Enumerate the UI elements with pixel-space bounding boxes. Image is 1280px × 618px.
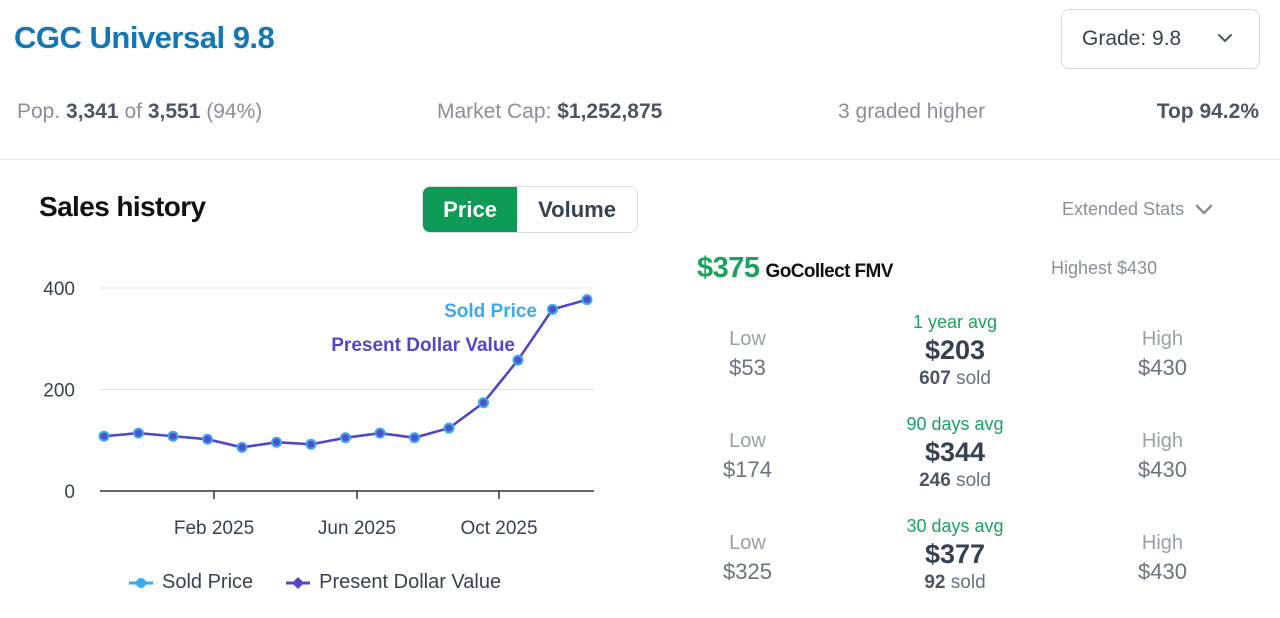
extended-stats-toggle[interactable]: Extended Stats xyxy=(1062,199,1214,220)
pop-count: 3,341 xyxy=(66,100,119,123)
data-point xyxy=(411,434,418,442)
market-cap-label: Market Cap: xyxy=(437,100,552,123)
data-point xyxy=(100,432,108,440)
divider xyxy=(0,159,1280,160)
high-stat: High $430 xyxy=(1105,532,1220,585)
annotation-present-dollar: Present Dollar Value xyxy=(331,335,515,356)
y-tick-label: 400 xyxy=(43,279,75,300)
avg-value: $203 xyxy=(924,335,986,365)
chevron-down-icon xyxy=(1195,204,1213,214)
pop-total: 3,551 xyxy=(147,100,201,123)
high-label: High xyxy=(1141,328,1184,350)
annotation-sold-price: Sold Price xyxy=(444,301,537,322)
graded-higher-stat: 3 graded higher xyxy=(838,100,986,123)
high-value: $430 xyxy=(1138,559,1187,584)
tab-volume[interactable]: Volume xyxy=(517,187,637,232)
pop-label: Pop. xyxy=(17,100,61,123)
high-label: High xyxy=(1141,532,1184,554)
data-point xyxy=(376,429,384,437)
sold-number: 607 xyxy=(919,368,951,389)
extended-stats-label: Extended Stats xyxy=(1062,199,1185,219)
x-tick-label: Jun 2025 xyxy=(318,518,396,539)
grade-select[interactable]: Grade: 9.8 xyxy=(1061,9,1260,69)
avg-value: $344 xyxy=(924,437,986,467)
data-point xyxy=(169,432,177,440)
top-percent-value: Top 94.2% xyxy=(1156,100,1259,123)
sales-chart: 0 200 400 Feb 2025 Jun 2025 Oct 2025 Sold Pric… xyxy=(43,279,594,539)
line-dot-icon xyxy=(129,577,153,588)
avg-stat: 1 year avg $203 607 sold xyxy=(875,312,1035,390)
highest-price: Highest $430 xyxy=(1051,258,1158,278)
pop-of: of xyxy=(124,100,142,123)
high-stat: High $430 xyxy=(1105,328,1220,381)
sold-word: sold xyxy=(956,470,991,491)
legend-item-present-dollar[interactable]: Present Dollar Value xyxy=(285,571,501,594)
data-point xyxy=(238,443,246,451)
data-point xyxy=(273,438,280,446)
stat-block-90-days: Low $174 90 days avg $344 246 sold High … xyxy=(690,414,1250,510)
high-stat: High $430 xyxy=(1105,430,1220,483)
data-point xyxy=(307,440,315,448)
price-volume-toggle: Price Volume xyxy=(422,186,638,233)
sold-count: 246 sold xyxy=(875,470,1035,492)
legend-label: Present Dollar Value xyxy=(319,571,502,593)
y-tick-label: 0 xyxy=(64,482,75,503)
low-label: Low xyxy=(729,328,766,350)
chevron-down-icon xyxy=(1218,34,1232,42)
low-value: $174 xyxy=(723,457,772,482)
stats-row: Pop. 3,341 of 3,551 (94%) Market Cap: $1… xyxy=(0,100,1280,130)
avg-value: $377 xyxy=(924,539,986,569)
data-point xyxy=(480,399,487,407)
market-cap-value: $1,252,875 xyxy=(557,100,663,123)
legend-item-sold-price[interactable]: Sold Price xyxy=(128,571,253,594)
page-title: CGC Universal 9.8 xyxy=(14,20,275,55)
stat-block-30-days: Low $325 30 days avg $377 92 sold High $… xyxy=(690,516,1250,612)
fmv-price: $375 xyxy=(697,252,760,284)
avg-label: 90 days avg xyxy=(906,414,1004,434)
sold-word: sold xyxy=(956,368,991,389)
low-stat: Low $174 xyxy=(690,430,805,483)
data-point xyxy=(583,296,591,304)
avg-label: 30 days avg xyxy=(906,516,1004,536)
fmv-summary: $375 GoCollect FMV xyxy=(697,252,893,285)
avg-label: 1 year avg xyxy=(912,312,998,332)
sold-word: sold xyxy=(950,572,986,593)
x-tick-label: Oct 2025 xyxy=(460,518,537,539)
high-label: High xyxy=(1141,430,1184,452)
legend-label: Sold Price xyxy=(162,571,254,593)
sales-history-title: Sales history xyxy=(39,191,206,222)
fmv-label: GoCollect FMV xyxy=(765,261,894,282)
top-percent-stat: Top 94.2% xyxy=(1157,100,1259,124)
high-value: $430 xyxy=(1138,457,1187,482)
sold-number: 246 xyxy=(919,470,951,491)
high-value: $430 xyxy=(1138,355,1187,380)
y-tick-label: 200 xyxy=(43,381,75,402)
data-point xyxy=(135,429,142,437)
avg-stat: 30 days avg $377 92 sold xyxy=(875,516,1035,594)
tab-price[interactable]: Price xyxy=(423,187,518,232)
grade-select-label: Grade: 9.8 xyxy=(1082,27,1182,50)
sold-count: 92 sold xyxy=(875,572,1035,594)
chart-legend: Sold Price Present Dollar Value xyxy=(128,571,533,594)
stat-block-1-year: Low $53 1 year avg $203 607 sold High $4… xyxy=(690,312,1250,408)
pop-percent: (94%) xyxy=(206,100,263,123)
low-stat: Low $325 xyxy=(690,532,805,585)
line-diamond-icon xyxy=(286,576,311,589)
x-tick-label: Feb 2025 xyxy=(174,518,254,539)
low-value: $53 xyxy=(729,355,766,380)
sold-number: 92 xyxy=(924,572,946,593)
population-stat: Pop. 3,341 of 3,551 (94%) xyxy=(17,100,262,124)
low-label: Low xyxy=(729,532,766,554)
data-point xyxy=(514,356,522,364)
market-cap-stat: Market Cap: $1,252,875 xyxy=(437,100,662,124)
avg-stat: 90 days avg $344 246 sold xyxy=(875,414,1035,492)
data-point xyxy=(204,435,211,443)
low-label: Low xyxy=(729,430,766,452)
data-point xyxy=(445,424,453,432)
data-point xyxy=(342,434,349,442)
low-value: $325 xyxy=(723,559,772,584)
data-point xyxy=(549,305,556,313)
sold-count: 607 sold xyxy=(875,368,1035,390)
low-stat: Low $53 xyxy=(690,328,805,381)
